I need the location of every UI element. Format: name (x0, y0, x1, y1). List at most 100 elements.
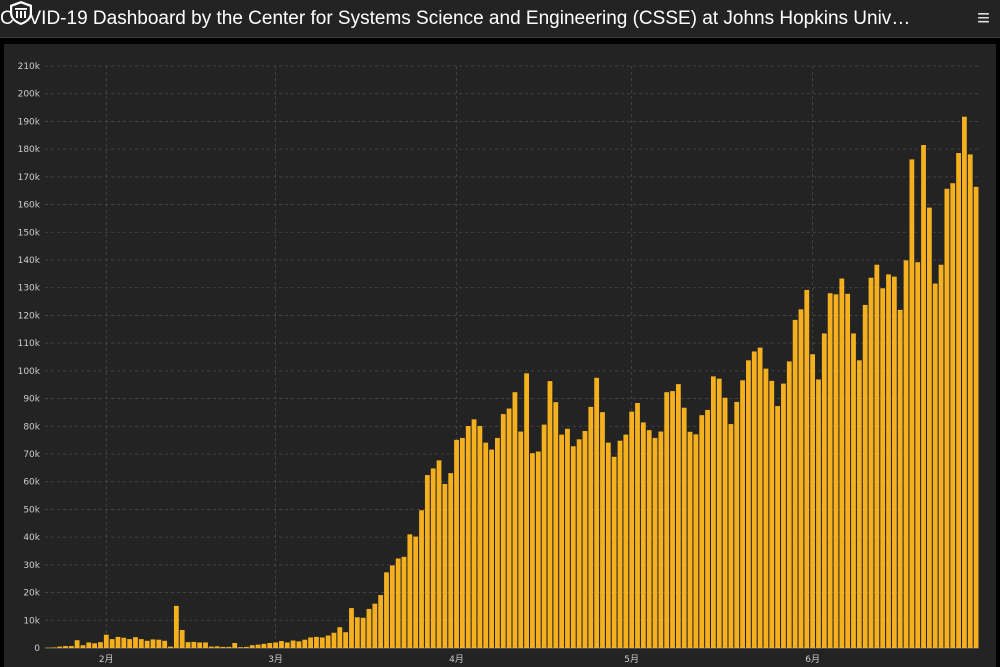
daily-bar[interactable] (874, 264, 880, 648)
daily-bar[interactable] (862, 304, 868, 648)
daily-bar[interactable] (109, 639, 115, 648)
daily-bar[interactable] (325, 635, 331, 648)
daily-bar[interactable] (354, 617, 360, 648)
daily-bar[interactable] (337, 627, 343, 648)
daily-bar[interactable] (220, 646, 226, 648)
daily-bar[interactable] (290, 640, 296, 648)
daily-bar[interactable] (424, 475, 430, 648)
daily-bar[interactable] (296, 641, 302, 648)
daily-bar[interactable] (343, 632, 349, 648)
daily-bar[interactable] (781, 383, 786, 648)
daily-bar[interactable] (419, 510, 424, 648)
daily-bar[interactable] (401, 556, 407, 648)
daily-bar[interactable] (255, 644, 261, 648)
daily-bar[interactable] (681, 407, 687, 648)
daily-bar[interactable] (967, 154, 973, 648)
daily-bar[interactable] (331, 632, 337, 648)
daily-bar[interactable] (938, 264, 944, 648)
daily-bar[interactable] (897, 309, 903, 648)
daily-bar[interactable] (407, 534, 413, 648)
daily-bar[interactable] (535, 451, 541, 648)
daily-bar[interactable] (454, 439, 459, 648)
daily-bar[interactable] (798, 309, 804, 648)
daily-bar[interactable] (932, 283, 938, 648)
daily-bar[interactable] (173, 605, 179, 648)
daily-bar[interactable] (489, 449, 494, 648)
daily-bar[interactable] (711, 376, 716, 648)
daily-bar[interactable] (103, 634, 109, 648)
daily-bar[interactable] (442, 483, 448, 648)
daily-bar[interactable] (886, 274, 891, 648)
daily-bar[interactable] (471, 419, 477, 648)
daily-bar[interactable] (833, 294, 839, 648)
daily-bar[interactable] (378, 595, 384, 648)
daily-bar[interactable] (465, 426, 471, 648)
daily-bar[interactable] (168, 646, 173, 648)
daily-bar[interactable] (244, 646, 249, 648)
daily-bar[interactable] (716, 378, 722, 648)
daily-bar[interactable] (133, 637, 138, 648)
daily-bar[interactable] (349, 608, 354, 648)
daily-bar[interactable] (652, 437, 658, 648)
daily-bar[interactable] (576, 439, 582, 648)
daily-bar[interactable] (436, 460, 442, 648)
daily-bar[interactable] (623, 434, 629, 648)
daily-bar[interactable] (203, 642, 208, 648)
daily-bar[interactable] (92, 643, 98, 648)
daily-bar[interactable] (238, 647, 243, 648)
daily-bar[interactable] (80, 645, 86, 648)
daily-bar[interactable] (273, 642, 278, 648)
daily-bar[interactable] (98, 642, 103, 648)
daily-bar[interactable] (541, 424, 547, 648)
daily-bar[interactable] (314, 636, 319, 648)
daily-bar[interactable] (162, 640, 168, 648)
daily-bar[interactable] (191, 641, 197, 648)
daily-bar[interactable] (769, 380, 775, 648)
daily-bar[interactable] (530, 453, 535, 648)
daily-bar[interactable] (302, 639, 308, 648)
daily-bar[interactable] (74, 640, 80, 648)
daily-bar[interactable] (384, 572, 389, 648)
daily-bar[interactable] (675, 384, 681, 648)
daily-bar[interactable] (827, 293, 833, 648)
daily-bar[interactable] (921, 144, 926, 648)
daily-bar[interactable] (786, 361, 792, 648)
daily-bar[interactable] (915, 262, 921, 648)
daily-bar[interactable] (51, 647, 57, 648)
daily-bar[interactable] (851, 333, 856, 648)
daily-bar[interactable] (903, 260, 909, 648)
daily-bar[interactable] (973, 186, 979, 648)
daily-bar[interactable] (518, 431, 524, 648)
daily-bar[interactable] (868, 277, 874, 648)
hamburger-menu-icon[interactable]: ≡ (977, 5, 990, 30)
daily-bar[interactable] (611, 456, 617, 648)
daily-bar[interactable] (319, 637, 325, 648)
daily-bar[interactable] (138, 639, 144, 648)
daily-bar[interactable] (127, 639, 133, 648)
daily-bar[interactable] (360, 617, 366, 648)
daily-bar[interactable] (208, 646, 214, 648)
daily-bar[interactable] (950, 183, 956, 649)
daily-bar[interactable] (366, 608, 372, 648)
daily-bar[interactable] (430, 468, 436, 648)
daily-bar[interactable] (705, 409, 710, 648)
daily-bar[interactable] (687, 431, 693, 648)
daily-bar[interactable] (658, 431, 664, 648)
daily-bar[interactable] (699, 415, 705, 648)
daily-bar[interactable] (524, 373, 529, 648)
daily-bar[interactable] (839, 278, 845, 648)
daily-bar[interactable] (909, 159, 915, 648)
daily-bar[interactable] (740, 380, 745, 648)
daily-bar[interactable] (693, 434, 699, 648)
daily-bar[interactable] (757, 347, 763, 648)
daily-bar[interactable] (115, 636, 121, 648)
daily-bar[interactable] (448, 473, 454, 648)
daily-bar[interactable] (629, 411, 635, 648)
daily-bar[interactable] (68, 646, 74, 648)
daily-bar[interactable] (804, 289, 810, 648)
daily-bar[interactable] (956, 153, 961, 648)
daily-bar[interactable] (395, 558, 401, 648)
daily-bar[interactable] (600, 412, 605, 648)
daily-bar[interactable] (891, 276, 897, 648)
daily-bar[interactable] (640, 422, 646, 648)
